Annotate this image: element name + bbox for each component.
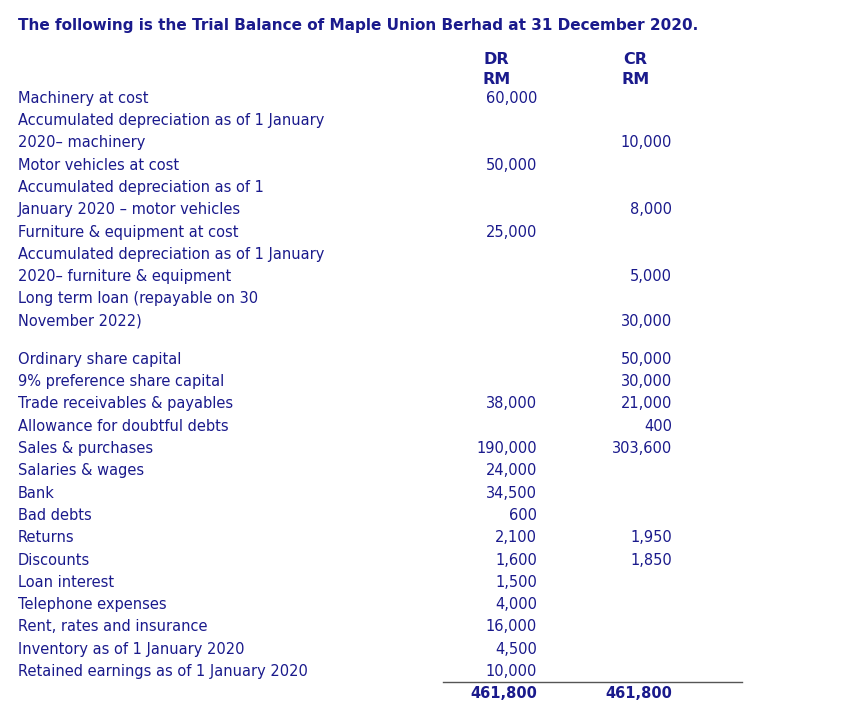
Text: 4,500: 4,500 — [495, 642, 537, 657]
Text: 10,000: 10,000 — [620, 135, 671, 150]
Text: Discounts: Discounts — [18, 552, 90, 568]
Text: 30,000: 30,000 — [620, 314, 671, 329]
Text: 2,100: 2,100 — [494, 530, 537, 545]
Text: Bad debts: Bad debts — [18, 508, 91, 523]
Text: Trade receivables & payables: Trade receivables & payables — [18, 396, 233, 411]
Text: 8,000: 8,000 — [630, 202, 671, 217]
Text: 4,000: 4,000 — [494, 597, 537, 612]
Text: 38,000: 38,000 — [486, 396, 537, 411]
Text: CR: CR — [623, 52, 647, 67]
Text: 24,000: 24,000 — [485, 463, 537, 478]
Text: RM: RM — [481, 72, 509, 88]
Text: Accumulated depreciation as of 1 January: Accumulated depreciation as of 1 January — [18, 113, 324, 128]
Text: 50,000: 50,000 — [620, 352, 671, 367]
Text: 1,600: 1,600 — [495, 552, 537, 568]
Text: 9% preference share capital: 9% preference share capital — [18, 374, 224, 389]
Text: Retained earnings as of 1 January 2020: Retained earnings as of 1 January 2020 — [18, 664, 308, 679]
Text: DR: DR — [483, 52, 509, 67]
Text: Machinery at cost: Machinery at cost — [18, 90, 148, 106]
Text: 461,800: 461,800 — [469, 686, 537, 701]
Text: Loan interest: Loan interest — [18, 575, 113, 590]
Text: Ordinary share capital: Ordinary share capital — [18, 352, 181, 367]
Text: 60,000: 60,000 — [485, 90, 537, 106]
Text: January 2020 – motor vehicles: January 2020 – motor vehicles — [18, 202, 240, 217]
Text: Accumulated depreciation as of 1: Accumulated depreciation as of 1 — [18, 180, 263, 195]
Text: Furniture & equipment at cost: Furniture & equipment at cost — [18, 224, 238, 240]
Text: 16,000: 16,000 — [486, 620, 537, 634]
Text: 1,500: 1,500 — [495, 575, 537, 590]
Text: Long term loan (repayable on 30: Long term loan (repayable on 30 — [18, 292, 257, 306]
Text: 600: 600 — [509, 508, 537, 523]
Text: 34,500: 34,500 — [486, 486, 537, 501]
Text: Accumulated depreciation as of 1 January: Accumulated depreciation as of 1 January — [18, 247, 324, 262]
Text: November 2022): November 2022) — [18, 314, 141, 329]
Text: 461,800: 461,800 — [604, 686, 671, 701]
Text: RM: RM — [620, 72, 648, 88]
Text: Allowance for doubtful debts: Allowance for doubtful debts — [18, 418, 228, 434]
Text: 303,600: 303,600 — [611, 441, 671, 456]
Text: Motor vehicles at cost: Motor vehicles at cost — [18, 158, 179, 172]
Text: 400: 400 — [643, 418, 671, 434]
Text: 1,950: 1,950 — [630, 530, 671, 545]
Text: Returns: Returns — [18, 530, 74, 545]
Text: 2020– machinery: 2020– machinery — [18, 135, 145, 150]
Text: 25,000: 25,000 — [485, 224, 537, 240]
Text: 10,000: 10,000 — [485, 664, 537, 679]
Text: 21,000: 21,000 — [620, 396, 671, 411]
Text: 5,000: 5,000 — [630, 269, 671, 284]
Text: Inventory as of 1 January 2020: Inventory as of 1 January 2020 — [18, 642, 244, 657]
Text: Bank: Bank — [18, 486, 55, 501]
Text: Rent, rates and insurance: Rent, rates and insurance — [18, 620, 207, 634]
Text: Telephone expenses: Telephone expenses — [18, 597, 166, 612]
Text: The following is the Trial Balance of Maple Union Berhad at 31 December 2020.: The following is the Trial Balance of Ma… — [18, 18, 697, 33]
Text: 190,000: 190,000 — [476, 441, 537, 456]
Text: 1,850: 1,850 — [630, 552, 671, 568]
Text: Sales & purchases: Sales & purchases — [18, 441, 153, 456]
Text: Salaries & wages: Salaries & wages — [18, 463, 144, 478]
Text: 50,000: 50,000 — [485, 158, 537, 172]
Text: 2020– furniture & equipment: 2020– furniture & equipment — [18, 269, 231, 284]
Text: 30,000: 30,000 — [620, 374, 671, 389]
